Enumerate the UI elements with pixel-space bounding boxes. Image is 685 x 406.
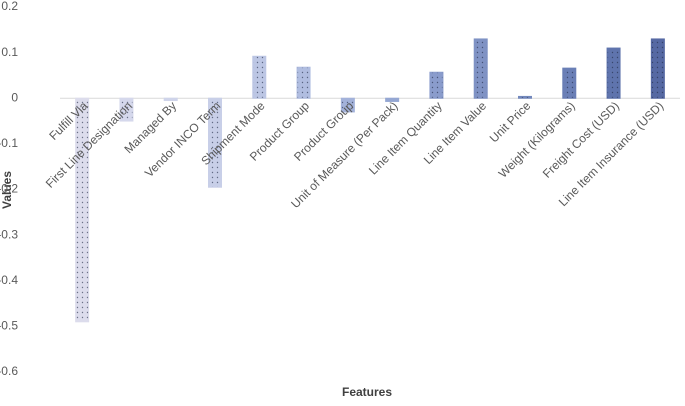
y-tick-label: -0.2: [0, 182, 18, 196]
bar: [429, 71, 444, 99]
bar: [340, 97, 355, 113]
y-tick-label: -0.4: [0, 273, 18, 287]
x-tick-label: Freight Cost (USD): [540, 99, 622, 181]
bar: [650, 38, 665, 99]
y-tick-label: -0.5: [0, 319, 18, 333]
bar: [518, 95, 532, 99]
bar: [562, 67, 577, 99]
y-tick-label: -0.3: [0, 227, 18, 241]
bar: [252, 55, 267, 99]
x-axis-title: Features: [342, 385, 392, 399]
bar: [473, 38, 488, 99]
y-tick-label: -0.1: [0, 136, 18, 150]
bar: [208, 97, 222, 188]
y-tick-label: 0.2: [1, 0, 18, 13]
y-tick-label: -0.6: [0, 364, 18, 378]
y-tick-label: 0.1: [1, 45, 18, 59]
bar: [385, 97, 400, 102]
x-tick-label: Weight (Kilograms): [496, 99, 578, 181]
y-axis-title: Values: [0, 171, 14, 209]
bar: [606, 47, 621, 99]
bar: [75, 97, 90, 323]
bar: [119, 97, 134, 122]
bar: [163, 97, 178, 102]
x-tick-label: Unit Price: [487, 98, 534, 145]
y-tick-label: 0: [11, 90, 18, 104]
bar: [296, 66, 311, 99]
